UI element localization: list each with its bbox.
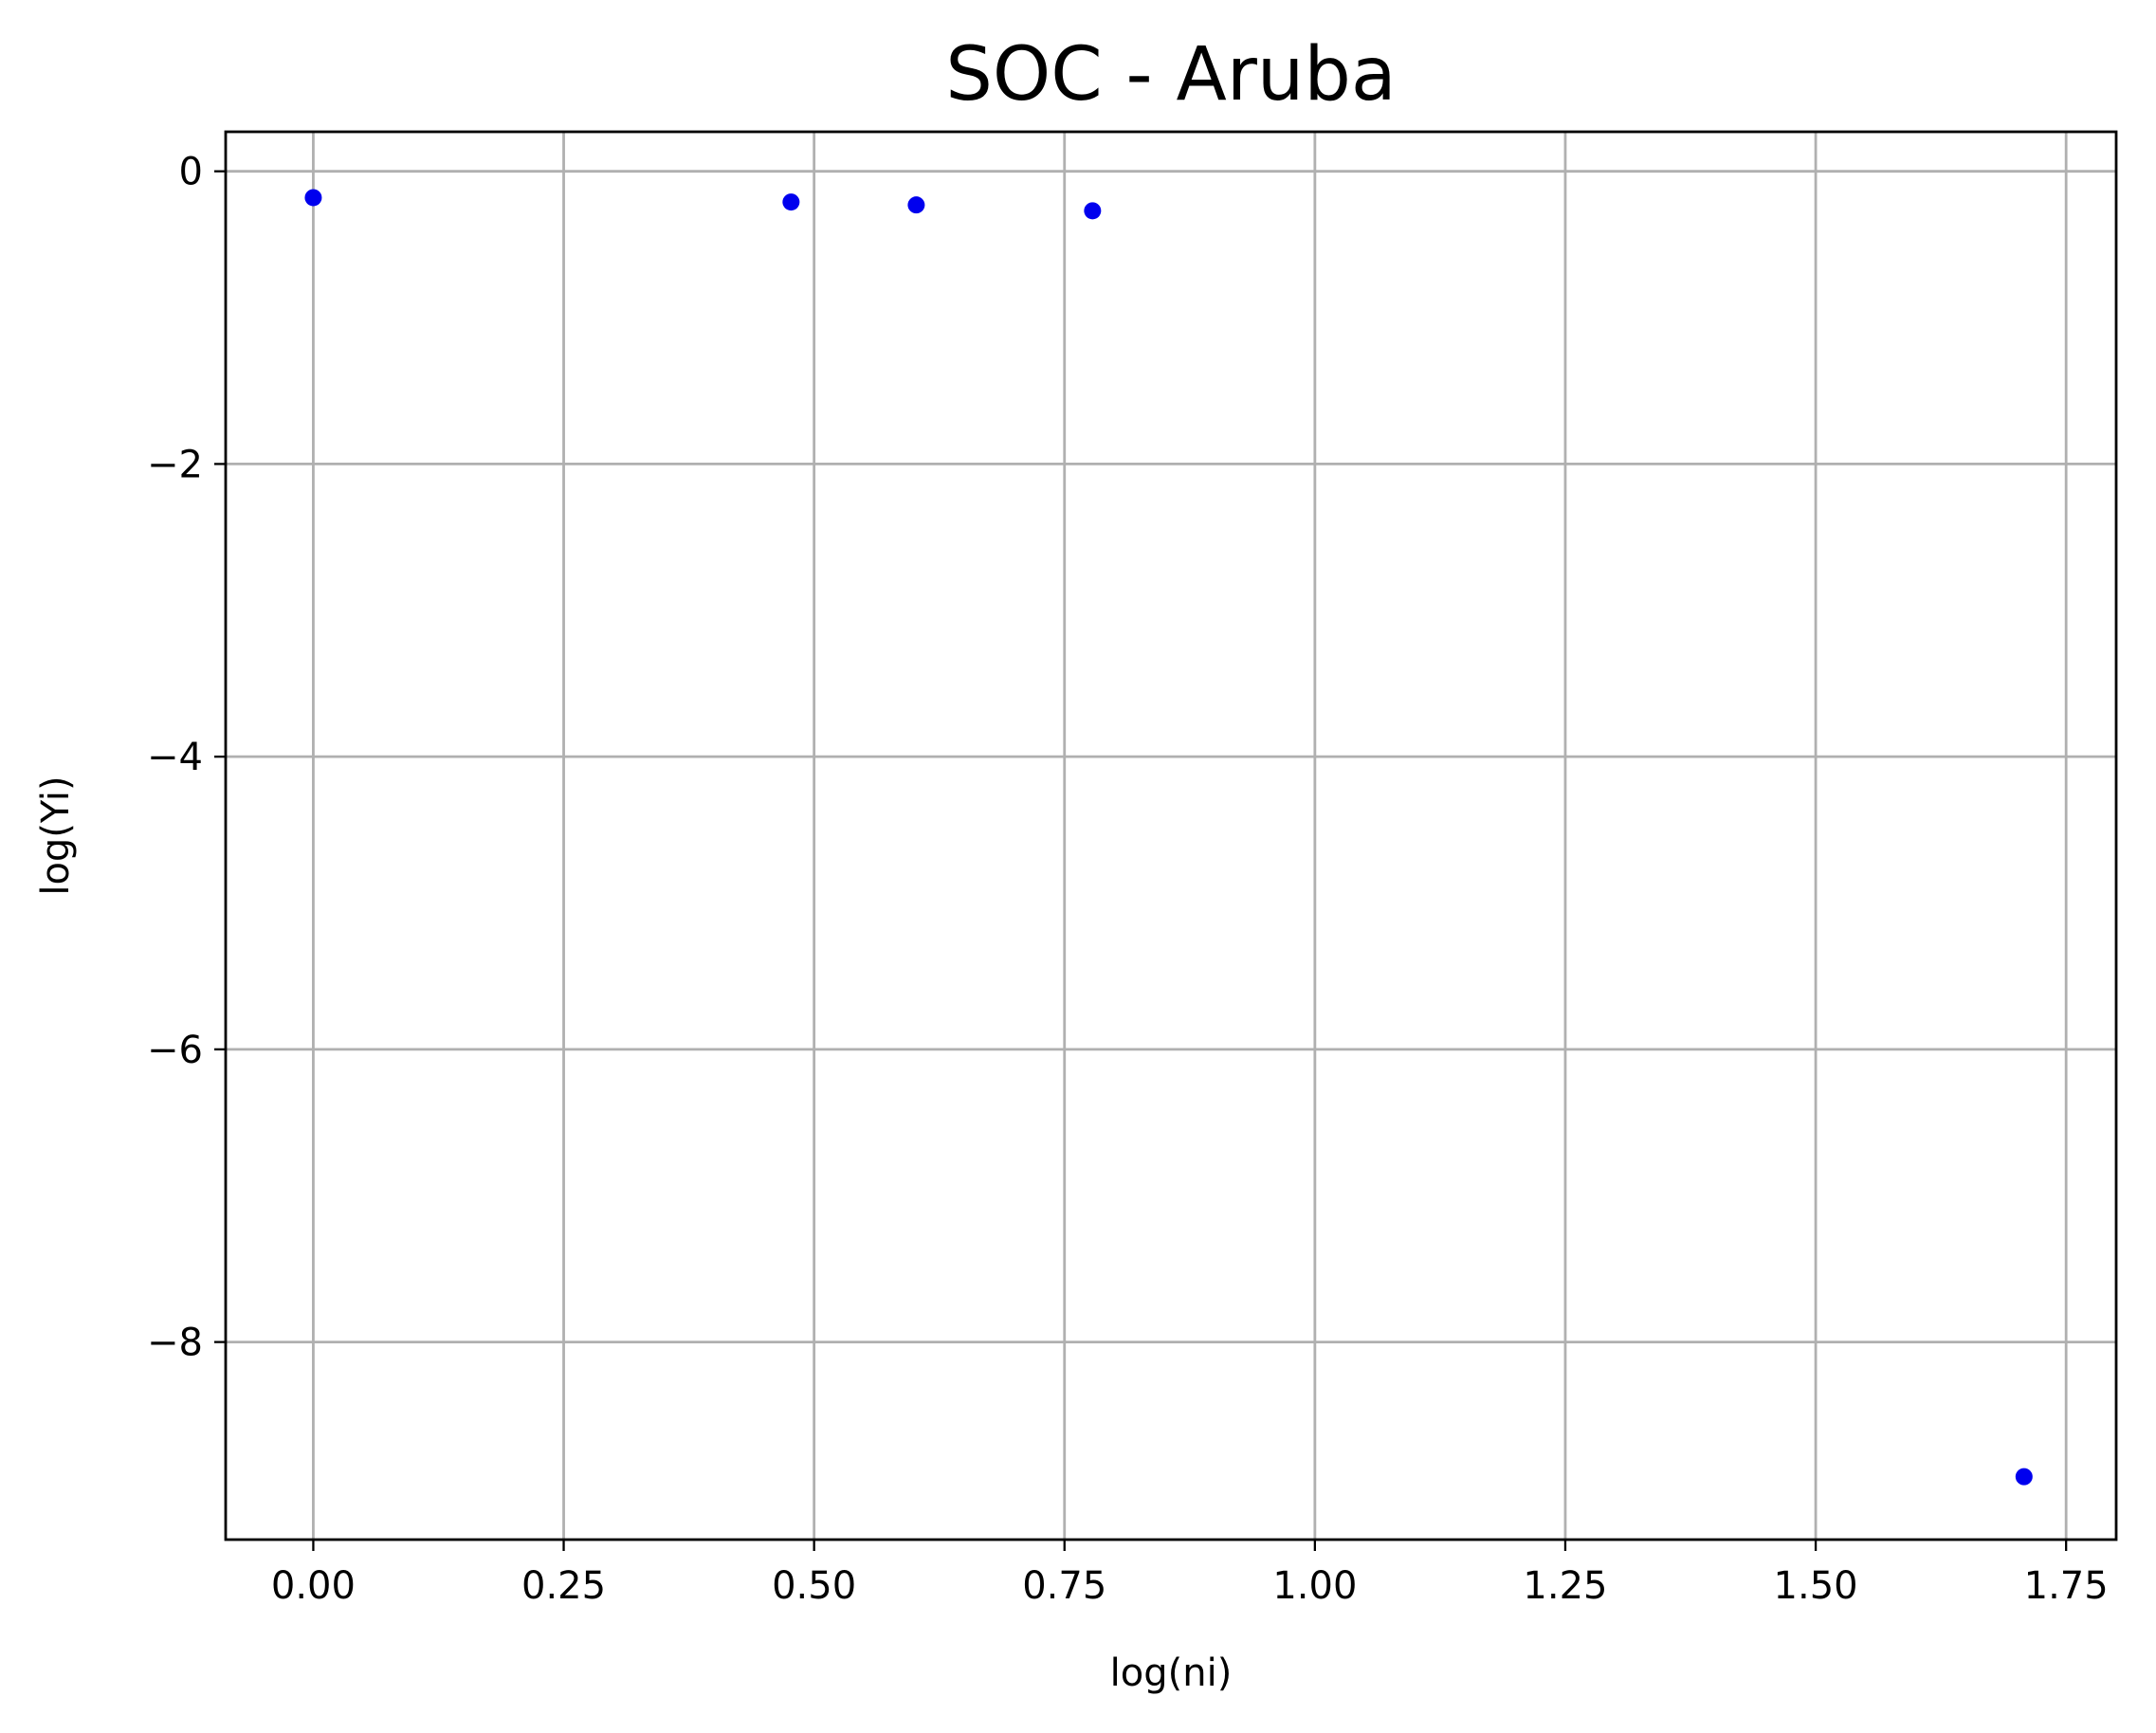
y-tick-label: −8 — [147, 1322, 203, 1365]
y-tick-label: 0 — [179, 151, 203, 194]
data-point — [907, 196, 925, 214]
data-points — [304, 189, 2033, 1486]
y-tick-label: −4 — [147, 736, 203, 779]
y-tick-label: −6 — [147, 1029, 203, 1072]
x-axis-label: log(ni) — [1110, 1651, 1233, 1695]
x-tick-label: 0.25 — [521, 1564, 606, 1608]
x-tick-label: 0.00 — [271, 1564, 356, 1608]
x-tick-label: 0.75 — [1022, 1564, 1106, 1608]
grid-lines — [226, 132, 2116, 1540]
data-point — [1084, 202, 1102, 220]
chart-title: SOC - Aruba — [945, 32, 1396, 118]
y-tick-label: −2 — [147, 443, 203, 486]
y-axis-label: log(Yi) — [34, 775, 78, 895]
plot-area-frame — [224, 130, 2118, 1541]
x-tick-label: 0.50 — [772, 1564, 856, 1608]
x-tick-label: 1.25 — [1523, 1564, 1607, 1608]
x-tick-label: 1.50 — [1774, 1564, 1858, 1608]
axis-ticks: 0.00 0.25 0.50 0.75 1.00 1.25 1.50 1.75 0 −2 −4 −6 −… — [147, 151, 2109, 1608]
x-tick-label: 1.00 — [1272, 1564, 1357, 1608]
x-tick-label: 1.75 — [2024, 1564, 2109, 1608]
data-point — [304, 189, 322, 207]
data-point — [2015, 1468, 2033, 1486]
data-point — [782, 193, 800, 211]
